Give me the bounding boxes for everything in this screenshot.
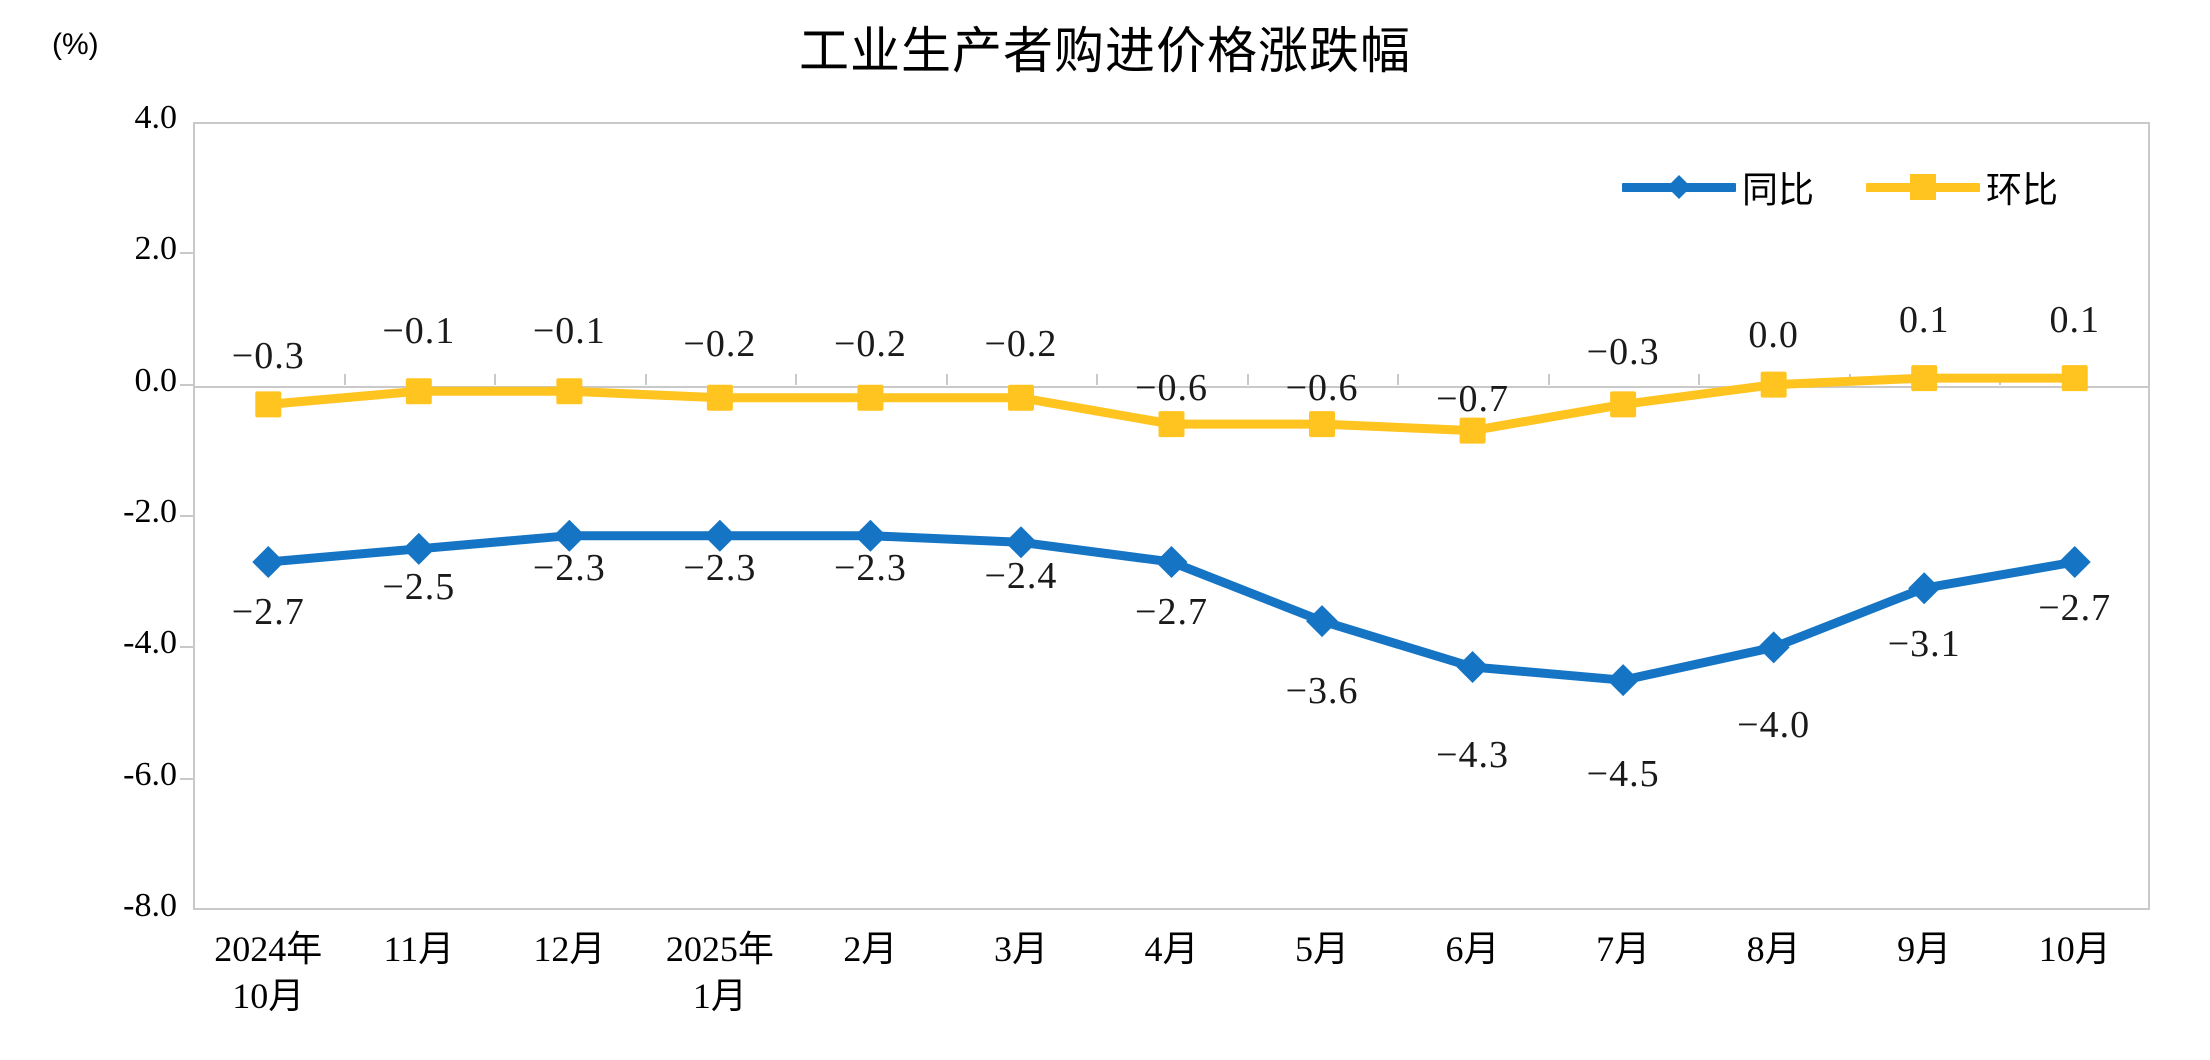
legend-label: 环比: [1986, 169, 2059, 210]
legend-item-huanbi[interactable]: 环比: [1866, 161, 2058, 213]
data-label: −4.0: [1737, 704, 1811, 747]
x-axis-tick-label: 10月: [2038, 929, 2111, 969]
data-label: −0.3: [231, 335, 305, 378]
y-axis-tick-label: -8.0: [123, 887, 177, 924]
data-label: −2.5: [382, 565, 456, 608]
x-axis-tick-mark: [945, 373, 948, 385]
y-axis-tick-label: 0.0: [134, 361, 178, 399]
x-axis-tick-mark: [644, 373, 647, 385]
x-axis-tick-label: 3月: [993, 929, 1048, 969]
data-label: −0.2: [984, 322, 1058, 365]
data-label: 0.1: [1898, 299, 1950, 342]
x-axis-tick-mark: [1096, 373, 1099, 385]
y-axis-tick-mark: [180, 252, 193, 255]
x-axis-tick-label: 7月: [1596, 929, 1651, 969]
x-axis-tick-label: 8月: [1746, 929, 1801, 969]
y-axis-tick-label: -6.0: [123, 755, 177, 793]
data-label: −2.4: [984, 555, 1058, 598]
chart-title: 工业生产者购进价格涨跌幅: [799, 23, 1411, 79]
plot-area: [193, 122, 2150, 910]
y-axis-unit-label: (%): [52, 28, 99, 61]
legend-line-swatch: [1866, 174, 1981, 200]
data-label: −2.7: [1135, 590, 1208, 633]
data-label: −0.6: [1135, 367, 1208, 410]
x-axis-tick-mark: [1246, 373, 1249, 385]
x-axis-tick-label: 11月: [383, 929, 455, 969]
data-label: −0.1: [382, 310, 456, 353]
data-label: −4.3: [1436, 734, 1510, 777]
x-axis-tick-mark: [795, 373, 798, 385]
x-axis-tick-mark: [1848, 373, 1851, 385]
x-axis-tick-label: 9月: [1897, 929, 1952, 969]
x-axis-tick-mark: [1397, 373, 1400, 385]
square-marker-icon: [1910, 174, 1937, 200]
y-axis-tick-mark: [180, 646, 193, 649]
data-label: 0.0: [1748, 313, 1799, 356]
y-axis-tick-label: 4.0: [134, 99, 178, 136]
diamond-marker-icon: [1666, 174, 1692, 200]
data-label: −2.3: [833, 546, 907, 589]
data-label: −4.5: [1586, 753, 1660, 796]
x-axis-tick-label: 2月: [843, 929, 898, 969]
y-axis-tick-mark: [180, 515, 193, 517]
chart-legend: 同比 环比: [1622, 163, 2058, 211]
data-label: −0.7: [1436, 377, 1510, 420]
data-label: 0.1: [2049, 299, 2100, 342]
data-label: −0.3: [1586, 331, 1660, 374]
x-axis-tick-label: 4月: [1144, 929, 1199, 969]
x-axis-tick-mark: [1999, 373, 2002, 385]
legend-line-swatch: [1622, 174, 1736, 200]
legend-item-tongbi[interactable]: 同比: [1622, 161, 1814, 213]
y-axis-tick-label: 2.0: [134, 230, 178, 268]
x-axis-tick-mark: [1698, 373, 1701, 385]
data-label: −2.7: [2038, 586, 2112, 629]
data-label: −0.2: [833, 322, 907, 365]
data-label: −0.6: [1285, 367, 1359, 410]
data-label: −3.6: [1285, 670, 1359, 713]
x-axis-tick-mark: [1547, 373, 1550, 385]
y-axis-tick-label: -2.0: [123, 493, 177, 530]
data-label: −0.2: [683, 322, 757, 365]
x-axis-tick-label: 12月: [533, 929, 606, 969]
x-axis-tick-label: 2024年 10月: [214, 929, 323, 1016]
x-axis-tick-label: 2025年 1月: [665, 929, 774, 1016]
data-label: −0.1: [532, 310, 606, 353]
data-label: −2.3: [683, 546, 757, 589]
legend-label: 同比: [1742, 169, 1815, 210]
data-label: −2.3: [532, 546, 606, 589]
x-axis-tick-label: 6月: [1445, 929, 1500, 969]
x-axis-tick-label: 5月: [1295, 929, 1350, 969]
data-label: −2.7: [231, 590, 305, 633]
y-axis-tick-label: -4.0: [123, 624, 177, 662]
data-label: −3.1: [1887, 623, 1961, 666]
y-axis-tick-mark: [180, 383, 193, 386]
x-axis-tick-mark: [343, 373, 346, 385]
x-axis-tick-mark: [494, 373, 497, 385]
y-axis-tick-mark: [180, 777, 193, 780]
